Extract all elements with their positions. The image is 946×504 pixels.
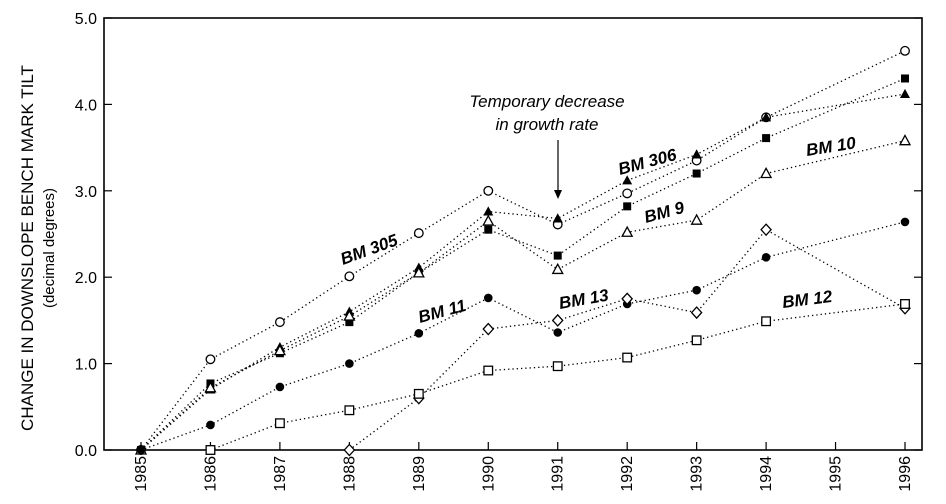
point-bm-10-1990 bbox=[482, 214, 495, 226]
point-bm-305-1987 bbox=[274, 317, 285, 328]
point-bm-10-1992 bbox=[621, 225, 634, 237]
point-bm-305-1986 bbox=[205, 354, 216, 365]
point-bm-11-1990 bbox=[483, 293, 493, 303]
label-bm-10: BM 10 bbox=[805, 133, 858, 160]
point-bm-11-1988 bbox=[345, 359, 354, 368]
point-bm-11-1993 bbox=[692, 285, 701, 295]
point-bm-305-1992 bbox=[622, 188, 633, 199]
point-bm-305-1988 bbox=[344, 271, 355, 282]
y-tick-label: 1.0 bbox=[75, 357, 97, 374]
point-bm-10-1988 bbox=[343, 309, 356, 321]
point-bm-12-1987 bbox=[274, 418, 285, 429]
point-bm-13-1994 bbox=[760, 223, 772, 237]
point-series-3-1993 bbox=[692, 169, 701, 178]
x-tick-label: 1988 bbox=[341, 456, 358, 492]
point-series-3-1991 bbox=[553, 251, 562, 260]
point-bm-10-1989 bbox=[412, 266, 425, 278]
point-bm-11-1987 bbox=[275, 382, 285, 392]
point-bm-10-1987 bbox=[273, 344, 287, 356]
x-tick-label: 1995 bbox=[828, 456, 845, 492]
point-bm-10-1996 bbox=[898, 134, 912, 146]
label-bm-9: BM 9 bbox=[642, 198, 687, 227]
point-bm-306-1996 bbox=[900, 88, 910, 99]
point-bm-305-1989 bbox=[413, 228, 424, 239]
x-tick-label: 1985 bbox=[133, 456, 150, 492]
point-bm-12-1986 bbox=[205, 445, 216, 455]
point-bm-306-1990 bbox=[483, 206, 494, 216]
y-tick-label: 4.0 bbox=[75, 97, 97, 114]
point-bm-11-1986 bbox=[206, 420, 215, 430]
y-tick-label: 5.0 bbox=[75, 11, 97, 28]
annotation-line-2: in growth rate bbox=[496, 115, 599, 134]
point-bm-306-1993 bbox=[691, 149, 702, 159]
point-bm-305-1996 bbox=[900, 45, 910, 56]
point-bm-13-1990 bbox=[482, 322, 495, 336]
y-axis-subtitle: (decimal degrees) bbox=[41, 188, 58, 308]
point-bm-10-1986 bbox=[204, 381, 217, 393]
annotation-line-1: Temporary decrease bbox=[469, 92, 624, 111]
y-tick-label: 0.0 bbox=[75, 443, 97, 460]
point-bm-12-1996 bbox=[900, 299, 910, 309]
point-bm-12-1992 bbox=[622, 352, 633, 363]
x-tick-label: 1987 bbox=[272, 456, 289, 492]
x-axis: 1985 1986 1987 1988 1989 1990 1991 1992 1993 1994… bbox=[133, 442, 914, 492]
x-tick-label: 1986 bbox=[202, 456, 219, 492]
point-bm-11-1989 bbox=[414, 329, 424, 338]
x-tick-label: 1989 bbox=[411, 456, 428, 492]
x-tick-label: 1993 bbox=[689, 456, 706, 492]
point-bm-12-1989 bbox=[413, 388, 424, 399]
line-bm-306 bbox=[140, 93, 906, 451]
point-bm-12-1991 bbox=[552, 361, 563, 372]
point-bm-10-1993 bbox=[690, 213, 703, 225]
point-bm-13-1988 bbox=[343, 443, 356, 457]
x-tick-label: 1990 bbox=[480, 456, 497, 492]
point-bm-306-1991 bbox=[552, 213, 563, 223]
point-bm-11-1996 bbox=[900, 217, 910, 227]
point-bm-306-1994 bbox=[761, 112, 772, 122]
point-bm-10-1991 bbox=[551, 262, 564, 275]
annotation-arrowhead bbox=[554, 190, 562, 199]
point-bm-11-1985 bbox=[136, 445, 146, 455]
point-bm-11-1991 bbox=[553, 328, 563, 337]
point-bm-13-1993 bbox=[690, 306, 703, 320]
label-bm-12: BM 12 bbox=[781, 287, 834, 312]
plot-frame bbox=[103, 17, 923, 451]
point-bm-12-1994 bbox=[761, 316, 772, 327]
y-tick-label: 2.0 bbox=[75, 270, 97, 287]
point-bm-305-1990 bbox=[483, 185, 494, 196]
x-tick-label: 1992 bbox=[619, 456, 636, 492]
y-tick-label: 3.0 bbox=[75, 184, 97, 201]
point-series-3-1996 bbox=[901, 74, 909, 83]
x-tick-label: 1991 bbox=[550, 456, 567, 492]
y-axis-title: CHANGE IN DOWNSLOPE BENCH MARK TILT bbox=[18, 65, 37, 431]
series-markers bbox=[134, 45, 912, 457]
point-bm-13-1991 bbox=[551, 313, 564, 327]
point-series-3-1992 bbox=[623, 202, 632, 211]
y-axis: 0.0 1.0 2.0 3.0 4.0 5.0 bbox=[75, 11, 922, 460]
label-bm-305: BM 305 bbox=[338, 230, 401, 268]
x-tick-label: 1994 bbox=[758, 456, 775, 492]
point-bm-12-1993 bbox=[691, 335, 702, 346]
line-bm-11 bbox=[140, 221, 906, 451]
label-bm-13: BM 13 bbox=[557, 285, 610, 313]
point-bm-10-1994 bbox=[759, 166, 773, 179]
point-bm-11-1994 bbox=[761, 253, 771, 262]
point-bm-12-1988 bbox=[344, 405, 355, 416]
annotation: Temporary decrease in growth rate bbox=[469, 92, 625, 199]
line-series-3 bbox=[140, 77, 906, 451]
point-bm-306-1992 bbox=[622, 175, 633, 185]
point-series-3-1994 bbox=[762, 134, 771, 143]
point-bm-12-1990 bbox=[483, 365, 494, 376]
point-bm-13-1992 bbox=[621, 292, 634, 306]
label-bm-11: BM 11 bbox=[416, 296, 468, 327]
label-bm-306: BM 306 bbox=[616, 145, 679, 179]
point-series-3-1988 bbox=[345, 318, 354, 327]
point-series-3-1990 bbox=[484, 225, 493, 234]
x-tick-label: 1996 bbox=[897, 456, 914, 492]
